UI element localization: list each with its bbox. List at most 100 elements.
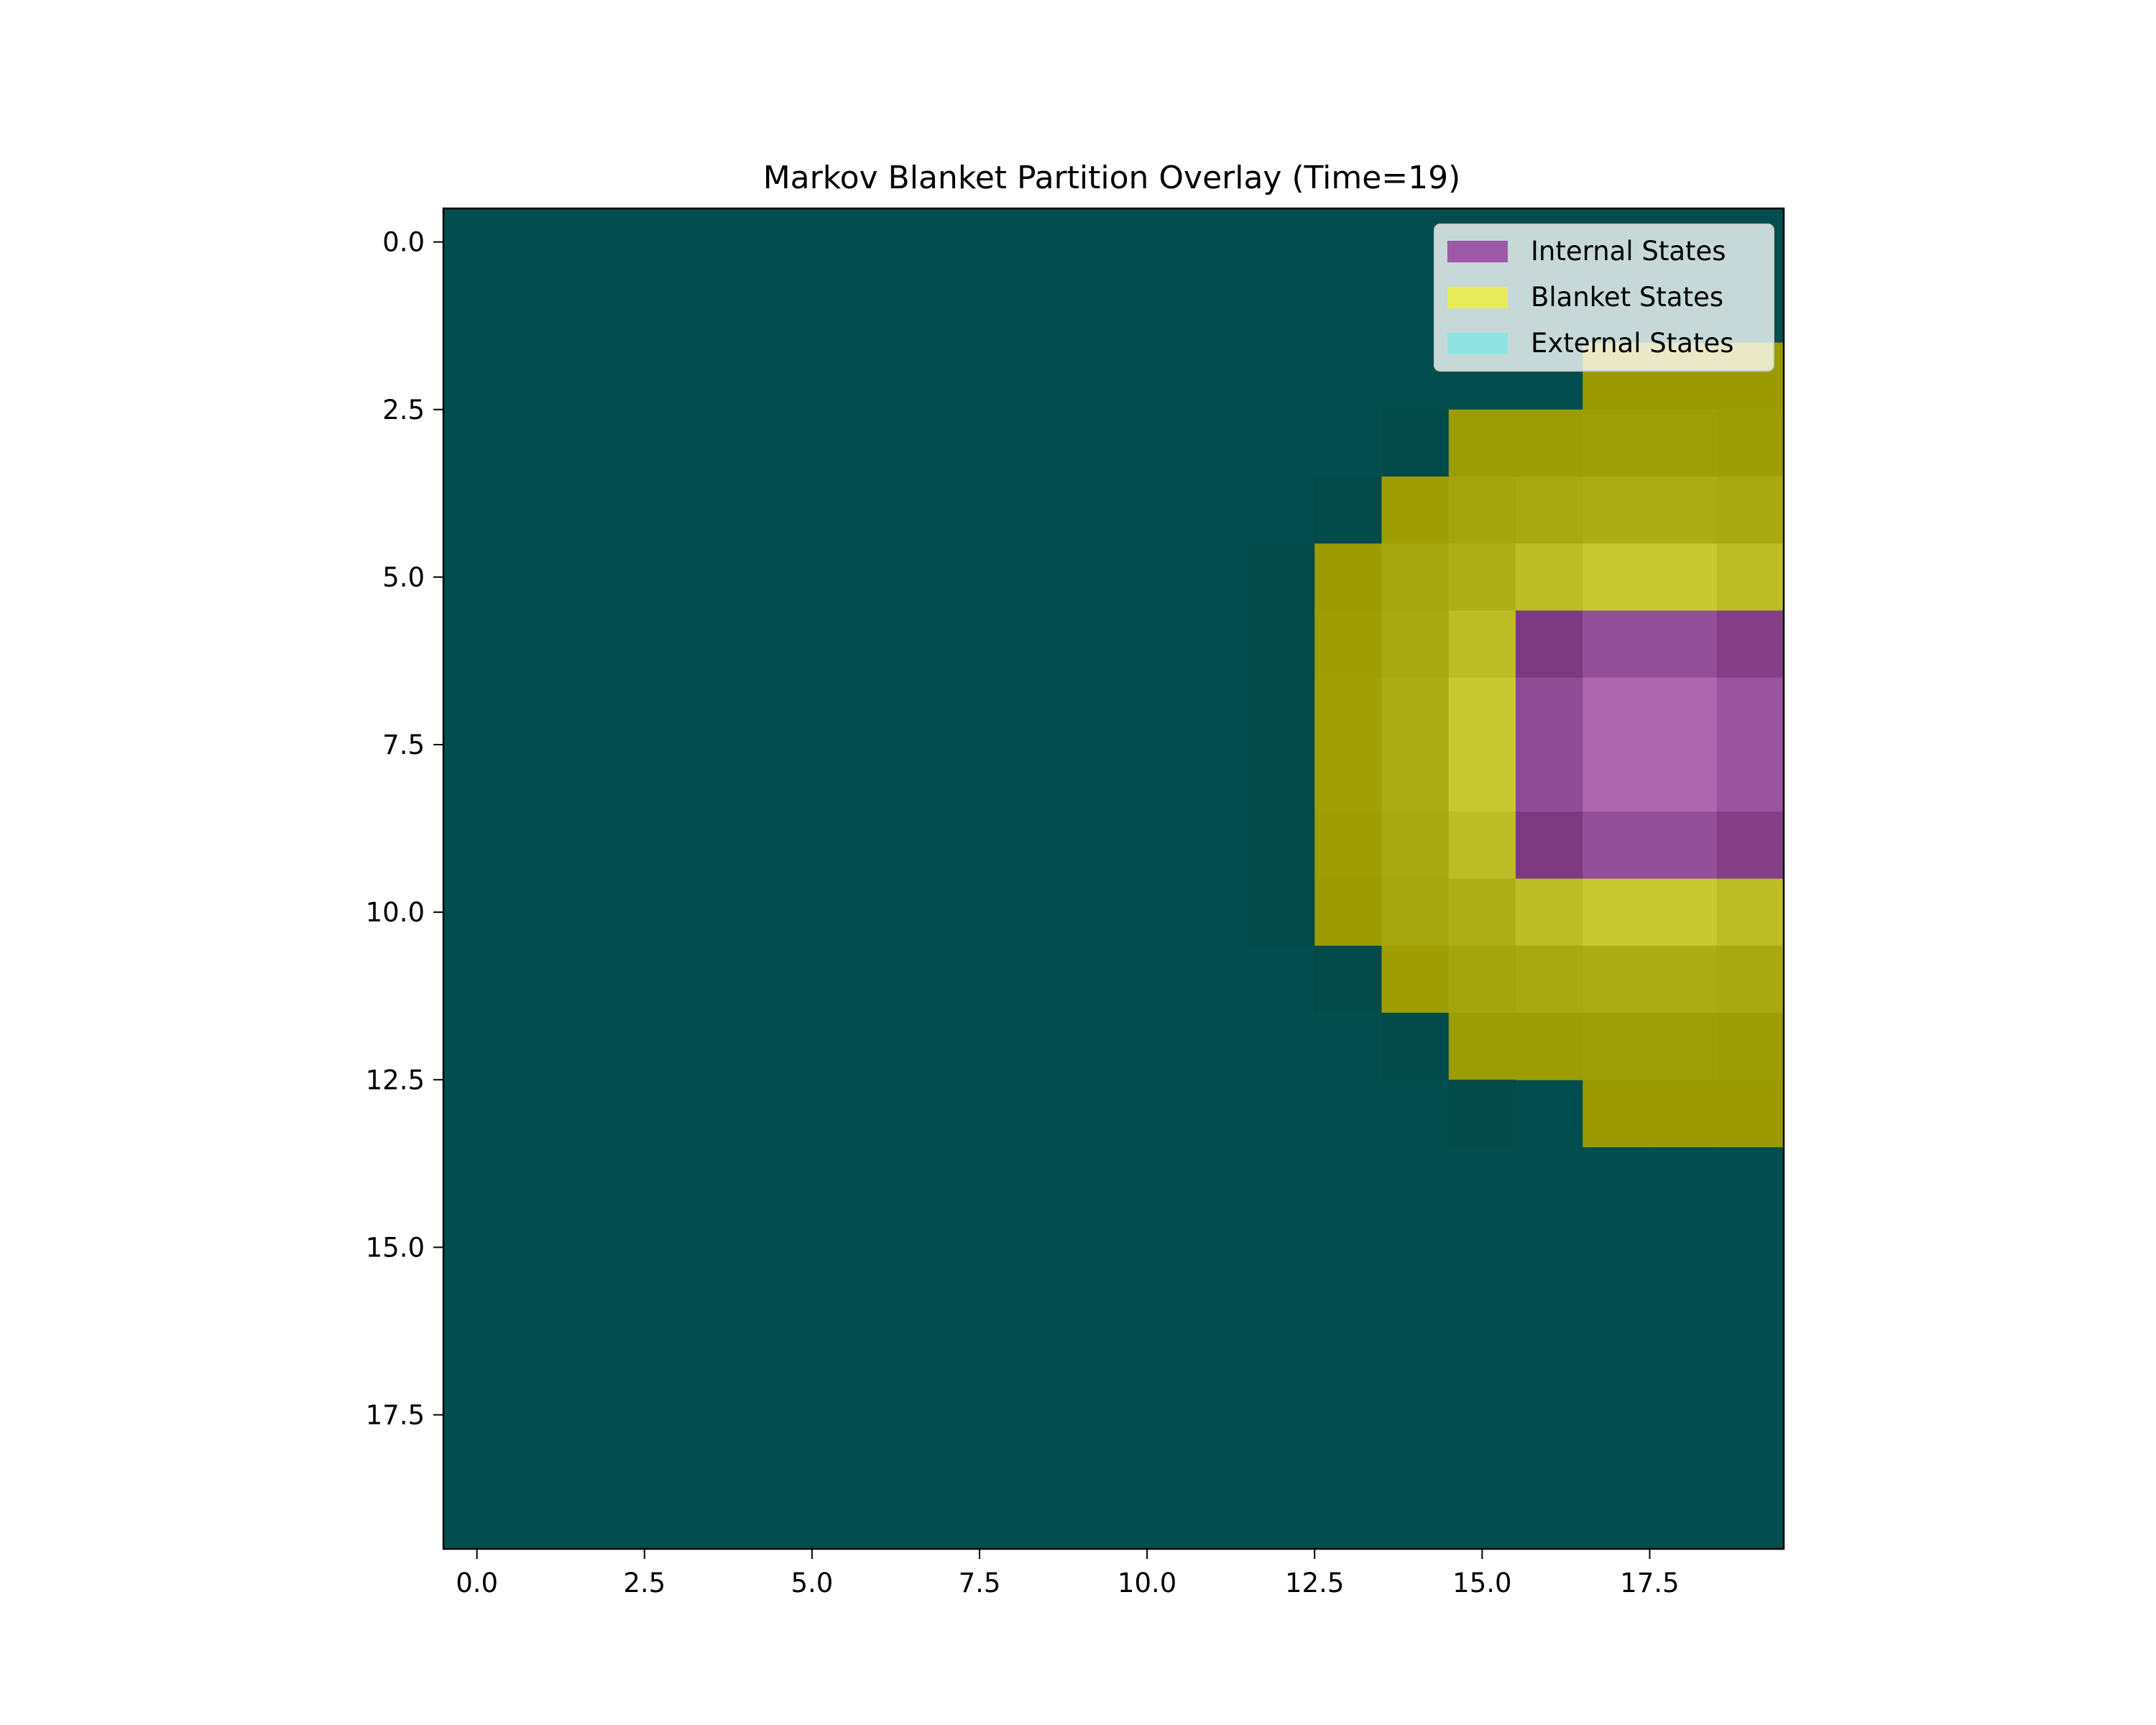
x-tick-label: 10.0 <box>1118 1568 1176 1598</box>
heatmap-cell-external-r4-c13 <box>1314 477 1383 544</box>
heatmap-cell-blanket-r5-c14 <box>1381 543 1450 612</box>
heatmap-cell-blanket-r11-c19 <box>1716 945 1784 1013</box>
heatmap-cell-external-r10-c12 <box>1248 878 1315 947</box>
heatmap-cell-blanket-r4-c19 <box>1716 477 1784 544</box>
x-tick-label: 5.0 <box>791 1568 833 1598</box>
y-tick-label: 10.0 <box>366 897 425 928</box>
heatmap-cell-internal-r8-c18 <box>1649 745 1718 812</box>
heatmap-cell-internal-r7-c17 <box>1583 677 1651 745</box>
x-tick-label: 0.0 <box>456 1568 498 1598</box>
heatmap-cell-blanket-r6-c15 <box>1448 610 1516 678</box>
y-tick-label: 2.5 <box>382 395 425 426</box>
heatmap-cell-blanket-r10-c19 <box>1716 878 1784 947</box>
heatmap-cell-external-r9-c12 <box>1248 811 1315 880</box>
legend-label: Blanket States <box>1531 282 1723 313</box>
heatmap-cell-internal-r6-c19 <box>1716 610 1784 678</box>
heatmap-cell-blanket-r10-c14 <box>1381 878 1450 947</box>
heatmap-cell-external-r6-c12 <box>1248 610 1315 678</box>
y-axis: 0.0 2.5 5.0 7.5 10.0 12.5 15.0 17.5 <box>366 227 443 1431</box>
heatmap-cell-blanket-r4-c16 <box>1516 477 1583 544</box>
x-tick-label: 15.0 <box>1452 1568 1511 1598</box>
heatmap-cell-external-r3-c14 <box>1381 409 1450 477</box>
heatmap-cell-blanket-r7-c13 <box>1314 677 1383 745</box>
heatmap-cell-blanket-r12-c18 <box>1649 1013 1718 1080</box>
heatmap-cell-blanket-r3-c17 <box>1583 409 1651 477</box>
heatmap-cell-blanket-r6-c13 <box>1314 610 1383 678</box>
x-tick-label: 12.5 <box>1285 1568 1344 1598</box>
heatmap-cell-blanket-r9-c15 <box>1448 811 1516 880</box>
legend-swatch-external-states <box>1447 333 1508 354</box>
y-tick-label: 17.5 <box>366 1400 425 1431</box>
heatmap-cell-blanket-r3-c16 <box>1516 409 1583 477</box>
heatmap-cell-blanket-r5-c13 <box>1314 543 1383 612</box>
y-tick-label: 0.0 <box>382 227 425 258</box>
heatmap-cell-internal-r6-c16 <box>1516 610 1583 678</box>
heatmap-cell-blanket-r5-c19 <box>1716 543 1784 612</box>
heatmap-cell-blanket-r3-c15 <box>1448 409 1516 477</box>
legend-label: External States <box>1531 328 1734 359</box>
heatmap-cell-blanket-r12-c17 <box>1583 1013 1651 1080</box>
heatmap-cell-blanket-r12-c19 <box>1716 1013 1784 1080</box>
heatmap-cell-external-r7-c12 <box>1248 677 1315 745</box>
heatmap-cell-blanket-r12-c16 <box>1516 1013 1583 1080</box>
heatmap-cell-blanket-r10-c17 <box>1583 878 1651 947</box>
heatmap-cell-blanket-r13-c18 <box>1649 1080 1718 1148</box>
legend: Internal States Blanket States External St… <box>1434 224 1774 372</box>
heatmap-cell-blanket-r5-c18 <box>1649 543 1718 612</box>
legend-swatch-blanket-states <box>1447 287 1508 308</box>
heatmap-cell-blanket-r11-c15 <box>1448 945 1516 1013</box>
heatmap-cell-blanket-r10-c15 <box>1448 878 1516 947</box>
heatmap-cell-internal-r7-c18 <box>1649 677 1718 745</box>
y-tick-label: 5.0 <box>382 562 425 593</box>
legend-box <box>1434 224 1774 372</box>
heatmap-cell-blanket-r11-c18 <box>1649 945 1718 1013</box>
heatmap-cell-blanket-r4-c17 <box>1583 477 1651 544</box>
heatmap-cell-blanket-r8-c15 <box>1448 745 1516 812</box>
x-tick-label: 17.5 <box>1620 1568 1679 1598</box>
heatmap-cell-internal-r8-c19 <box>1716 745 1784 812</box>
heatmap-cell-internal-r8-c16 <box>1516 745 1583 812</box>
x-tick-label: 7.5 <box>959 1568 1001 1598</box>
heatmap-cell-internal-r6-c17 <box>1583 610 1651 678</box>
heatmap-cell-internal-r7-c16 <box>1516 677 1583 745</box>
heatmap-cell-blanket-r4-c14 <box>1381 477 1450 544</box>
heatmap-cell-blanket-r10-c18 <box>1649 878 1718 947</box>
heatmap-cell-blanket-r3-c18 <box>1649 409 1718 477</box>
plot-area <box>443 208 1784 1549</box>
heatmap-cell-blanket-r7-c15 <box>1448 677 1516 745</box>
heatmap-cell-blanket-r4-c18 <box>1649 477 1718 544</box>
heatmap-cell-blanket-r9-c13 <box>1314 811 1383 880</box>
heatmap-cell-blanket-r6-c14 <box>1381 610 1450 678</box>
heatmap-cell-blanket-r11-c17 <box>1583 945 1651 1013</box>
heatmap-cell-external-r13-c15 <box>1448 1080 1516 1148</box>
heatmap-cell-blanket-r11-c14 <box>1381 945 1450 1013</box>
heatmap-cell-internal-r8-c17 <box>1583 745 1651 812</box>
heatmap-cell-external-r5-c12 <box>1248 543 1315 612</box>
heatmap-cell-internal-r9-c19 <box>1716 811 1784 880</box>
heatmap-cell-blanket-r4-c15 <box>1448 477 1516 544</box>
heatmap-cell-internal-r9-c18 <box>1649 811 1718 880</box>
heatmap-cell-blanket-r3-c19 <box>1716 409 1784 477</box>
heatmap-cell-blanket-r13-c19 <box>1716 1080 1784 1148</box>
heatmap-cell-blanket-r10-c13 <box>1314 878 1383 947</box>
heatmap-cell-external-r11-c13 <box>1314 945 1383 1013</box>
y-tick-label: 15.0 <box>366 1232 425 1263</box>
heatmap-cell-blanket-r5-c16 <box>1516 543 1583 612</box>
heatmap-cell-external-r12-c14 <box>1381 1013 1450 1080</box>
heatmap-cell-external-r8-c12 <box>1248 745 1315 812</box>
heatmap-cell-blanket-r8-c13 <box>1314 745 1383 812</box>
heatmap-cell-internal-r9-c16 <box>1516 811 1583 880</box>
y-tick-label: 7.5 <box>382 730 425 760</box>
heatmap-cell-internal-r7-c19 <box>1716 677 1784 745</box>
heatmap-cell-blanket-r13-c17 <box>1583 1080 1651 1148</box>
y-tick-label: 12.5 <box>366 1064 425 1095</box>
heatmap-cell-blanket-r10-c16 <box>1516 878 1583 947</box>
chart-title: Markov Blanket Partition Overlay (Time=1… <box>763 160 1461 196</box>
x-axis: 0.0 2.5 5.0 7.5 10.0 12.5 15.0 17.5 <box>456 1549 1680 1598</box>
heatmap-cell-internal-r9-c17 <box>1583 811 1651 880</box>
heatmap-cell-blanket-r5-c17 <box>1583 543 1651 612</box>
heatmap-cell-blanket-r11-c16 <box>1516 945 1583 1013</box>
legend-swatch-internal-states <box>1447 241 1508 262</box>
heatmap-cell-blanket-r12-c15 <box>1448 1013 1516 1080</box>
